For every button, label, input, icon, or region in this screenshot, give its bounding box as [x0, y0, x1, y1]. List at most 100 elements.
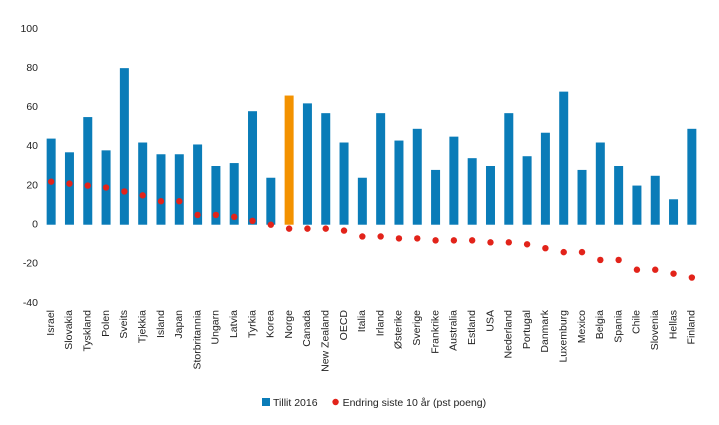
x-tick-label: Østerike [393, 310, 405, 349]
dot [322, 225, 329, 232]
x-tick-label: OECD [338, 310, 350, 341]
y-tick-label: 100 [20, 23, 38, 35]
bar [412, 128, 422, 225]
dot [359, 233, 366, 240]
x-tick-label: Slovakia [63, 310, 75, 350]
x-tick-label: Danmark [539, 309, 551, 352]
dot [450, 237, 458, 244]
x-tick-label: Sverige [411, 310, 423, 346]
dot [285, 225, 293, 232]
bar [467, 158, 477, 225]
bar [248, 111, 258, 225]
x-tick-label: Island [155, 310, 167, 338]
dot [176, 198, 183, 205]
dot [542, 245, 549, 252]
dot [597, 256, 604, 264]
bar [174, 154, 184, 225]
dot [66, 180, 73, 187]
bar [83, 117, 93, 225]
bar [650, 175, 660, 225]
dot [194, 211, 201, 219]
legend-swatch [262, 398, 270, 406]
x-tick-label: Italia [356, 310, 368, 332]
dot [633, 266, 641, 273]
x-tick-label: USA [484, 310, 496, 332]
dot [670, 270, 677, 277]
bar [376, 113, 386, 225]
dot [487, 239, 494, 246]
dot [688, 274, 696, 281]
x-tick-label: Spania [612, 310, 624, 343]
dot [267, 221, 275, 228]
x-tick-label: Polen [100, 310, 112, 337]
dot [231, 213, 238, 221]
dot [47, 178, 55, 185]
bar [302, 103, 312, 225]
bar [357, 177, 367, 225]
x-tick-label: Frankrike [429, 310, 441, 354]
bar [64, 152, 74, 225]
dot [139, 192, 146, 199]
dot [121, 188, 128, 195]
x-tick-label: Japan [173, 310, 185, 339]
bar [449, 136, 459, 225]
bar [138, 142, 148, 225]
dot [84, 182, 91, 189]
x-tick-label: Ungarn [210, 310, 222, 345]
bar [595, 142, 605, 225]
bar [229, 163, 239, 225]
legend-label: Tillit 2016 [273, 397, 318, 409]
dot [102, 184, 110, 191]
x-tick-label: Slovenia [649, 310, 661, 350]
y-tick-label: -20 [23, 258, 38, 270]
x-tick-label: Israel [45, 310, 57, 336]
bar [632, 185, 642, 225]
dot [578, 248, 586, 256]
dot [157, 198, 165, 205]
bar [504, 113, 514, 225]
bar [394, 140, 404, 225]
dot [652, 266, 659, 273]
bar [485, 166, 495, 225]
x-tick-label: Luxemburg [557, 310, 569, 363]
y-tick-label: 0 [32, 218, 38, 230]
x-tick-label: Finland [686, 310, 698, 345]
dot [505, 239, 512, 246]
x-tick-label: Canada [301, 310, 313, 347]
bar [559, 91, 569, 225]
y-tick-label: 20 [26, 179, 38, 191]
dot [304, 225, 311, 232]
y-tick-label: 60 [26, 101, 38, 113]
legend-swatch [332, 398, 339, 406]
bar [211, 166, 221, 225]
x-tick-label: Sveits [118, 310, 130, 339]
bar [321, 113, 331, 225]
x-tick-label: New Zealand [320, 310, 332, 372]
dot [523, 241, 531, 248]
dot [432, 237, 439, 244]
bar [669, 199, 679, 225]
x-tick-label: Chile [631, 310, 643, 334]
bar [193, 144, 203, 225]
dot [468, 237, 476, 244]
x-tick-label: Irland [374, 310, 386, 336]
x-tick-label: Tjekkia [136, 310, 148, 343]
x-tick-label: Estland [466, 310, 478, 345]
legend-label: Endring siste 10 år (pst poeng) [343, 397, 487, 409]
dot [212, 211, 220, 219]
x-tick-label: Tyskland [82, 310, 94, 352]
bar [522, 156, 532, 225]
bar [540, 132, 550, 225]
dot [615, 256, 622, 264]
x-tick-label: Portugal [521, 310, 533, 349]
x-tick-label: Tyrkia [246, 310, 258, 338]
bar [614, 166, 624, 225]
dot [340, 227, 348, 234]
dot [377, 233, 384, 240]
bar [284, 95, 294, 225]
dot [395, 235, 403, 242]
x-tick-label: Mexico [576, 310, 588, 343]
y-tick-label: 40 [26, 140, 38, 152]
bar [687, 128, 697, 225]
